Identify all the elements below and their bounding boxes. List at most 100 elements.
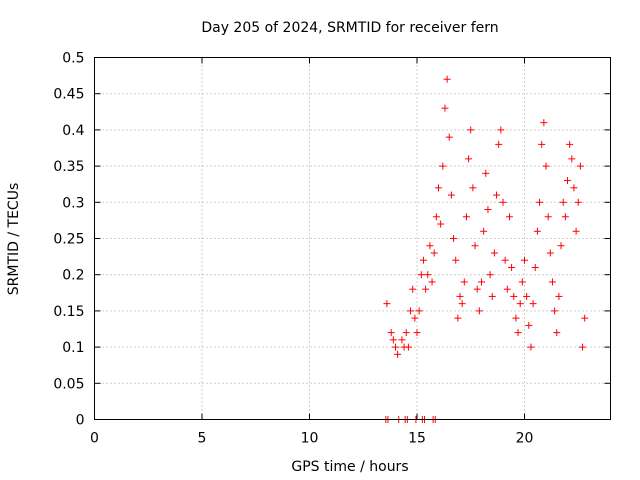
data-point bbox=[499, 198, 507, 206]
chart-title: Day 205 of 2024, SRMTID for receiver fer… bbox=[201, 20, 498, 36]
y-tick-label: 0 bbox=[76, 413, 85, 429]
data-point bbox=[413, 329, 421, 337]
data-point bbox=[432, 213, 440, 221]
data-point bbox=[574, 198, 582, 206]
data-point bbox=[456, 292, 464, 300]
data-point bbox=[488, 292, 496, 300]
y-axis-label: SRMTID / TECUs bbox=[6, 183, 22, 296]
y-tick-label: 0.25 bbox=[53, 232, 84, 248]
data-point bbox=[394, 350, 402, 358]
data-point bbox=[561, 213, 569, 221]
data-point bbox=[422, 285, 430, 293]
data-point bbox=[514, 329, 522, 337]
data-point bbox=[581, 314, 589, 322]
x-tick-label: 15 bbox=[408, 431, 426, 447]
data-points bbox=[382, 75, 589, 423]
data-point bbox=[458, 300, 466, 308]
data-point bbox=[389, 336, 397, 344]
plot-frame bbox=[94, 57, 611, 420]
data-point bbox=[428, 278, 436, 286]
data-point bbox=[469, 184, 477, 192]
data-point bbox=[478, 278, 485, 286]
data-point bbox=[465, 155, 473, 163]
axis-ticks: 0 0.05 0.1 0.15 0.2 0.25 0.3 0.35 0.4 0.45 0.5 0 5 10… bbox=[53, 51, 611, 447]
data-point bbox=[557, 242, 565, 250]
data-point bbox=[540, 119, 548, 127]
data-point bbox=[544, 213, 552, 221]
data-point bbox=[450, 235, 458, 242]
x-tick-label: 0 bbox=[90, 431, 99, 447]
data-point bbox=[572, 227, 580, 235]
data-point bbox=[501, 256, 509, 264]
data-point bbox=[523, 292, 531, 300]
data-point bbox=[445, 133, 453, 141]
data-point bbox=[546, 249, 554, 257]
y-tick-label: 0.05 bbox=[53, 376, 84, 392]
data-point bbox=[484, 206, 492, 214]
data-point bbox=[508, 263, 516, 271]
data-point bbox=[548, 278, 556, 286]
data-point bbox=[533, 227, 541, 235]
data-point bbox=[447, 191, 455, 199]
y-tick-label: 0.15 bbox=[53, 304, 84, 320]
data-point bbox=[559, 198, 567, 206]
y-tick-label: 0.4 bbox=[62, 123, 84, 139]
data-point bbox=[576, 162, 584, 170]
y-tick-label: 0.3 bbox=[62, 195, 84, 211]
data-point bbox=[553, 329, 561, 337]
data-point bbox=[555, 292, 563, 300]
data-point bbox=[452, 256, 460, 264]
data-point bbox=[521, 256, 528, 264]
x-tick-label: 20 bbox=[516, 431, 534, 447]
data-point bbox=[437, 220, 445, 228]
data-point bbox=[402, 329, 410, 337]
data-point bbox=[467, 126, 475, 134]
grid-lines bbox=[94, 57, 611, 420]
data-point bbox=[415, 307, 423, 315]
data-point bbox=[497, 126, 505, 134]
data-point bbox=[525, 321, 533, 329]
data-point bbox=[505, 213, 513, 221]
data-point bbox=[417, 271, 425, 279]
data-point bbox=[493, 191, 501, 199]
data-point bbox=[579, 343, 587, 351]
data-point bbox=[570, 184, 578, 192]
data-point bbox=[490, 249, 498, 257]
data-point bbox=[460, 278, 468, 286]
data-point bbox=[439, 162, 447, 170]
data-point bbox=[480, 227, 488, 235]
data-point bbox=[411, 314, 419, 322]
data-point bbox=[426, 242, 434, 250]
data-point bbox=[387, 329, 395, 337]
data-point bbox=[441, 104, 449, 112]
data-point bbox=[486, 271, 494, 279]
data-point bbox=[536, 198, 544, 206]
y-tick-label: 0.1 bbox=[62, 340, 84, 356]
x-tick-label: 5 bbox=[198, 431, 207, 447]
x-tick-label: 10 bbox=[301, 431, 319, 447]
y-tick-label: 0.35 bbox=[53, 159, 84, 175]
data-point bbox=[531, 263, 539, 271]
data-point bbox=[518, 278, 526, 286]
data-point bbox=[495, 140, 503, 148]
data-point bbox=[407, 307, 415, 315]
data-point bbox=[566, 140, 574, 148]
data-point bbox=[462, 213, 470, 221]
data-point bbox=[475, 307, 483, 315]
data-point bbox=[542, 162, 550, 170]
data-point bbox=[424, 271, 432, 279]
data-point bbox=[443, 75, 451, 83]
data-point bbox=[471, 242, 479, 250]
data-point bbox=[529, 300, 537, 308]
data-point bbox=[503, 285, 511, 293]
data-point bbox=[516, 300, 524, 308]
data-point bbox=[568, 155, 576, 163]
data-point bbox=[392, 343, 399, 351]
x-axis-label: GPS time / hours bbox=[291, 459, 408, 475]
data-point bbox=[512, 314, 520, 322]
data-point bbox=[409, 285, 417, 293]
data-point bbox=[419, 256, 427, 264]
data-point bbox=[454, 314, 462, 322]
data-point bbox=[430, 249, 438, 257]
